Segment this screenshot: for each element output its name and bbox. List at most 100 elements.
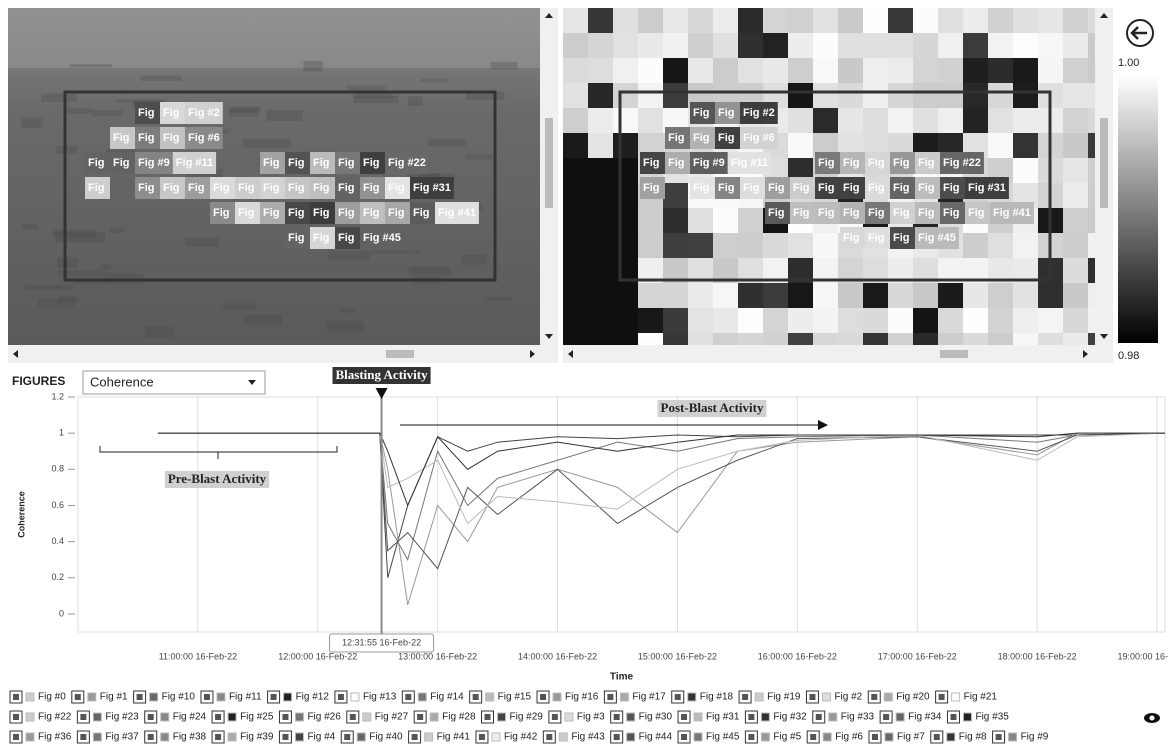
legend-label: Fig #34 (908, 712, 942, 723)
legend-swatch (150, 693, 158, 701)
heat-cell (588, 8, 613, 33)
figure-label: Fig #31 (413, 182, 451, 194)
figure-label: Fig (793, 182, 810, 194)
heat-cell (938, 308, 963, 333)
figure-label: Fig (263, 157, 280, 169)
legend-label: Fig #43 (571, 732, 605, 743)
photo-texture (185, 238, 218, 247)
figure-label: Fig (363, 157, 380, 169)
legend-swatch (26, 733, 34, 741)
heat-cell (1063, 133, 1088, 158)
photo-texture (145, 327, 174, 338)
photo-top (8, 8, 540, 68)
heat-cell (1013, 33, 1038, 58)
heat-cell (638, 233, 663, 258)
legend-label: Fig #26 (307, 712, 341, 723)
legend-swatch (553, 693, 561, 701)
v-thumb[interactable] (545, 118, 553, 208)
legend-label: Fig #32 (773, 712, 807, 723)
legend-label: Fig #19 (767, 692, 801, 703)
figure-label: Fig (363, 207, 380, 219)
legend-swatch (620, 693, 628, 701)
heat-cell (613, 308, 638, 333)
visibility-toggle[interactable] (1144, 713, 1160, 723)
legend-label: Fig #14 (430, 692, 464, 703)
photo-texture (41, 94, 76, 102)
figure-label: Fig (138, 132, 155, 144)
legend-label: Fig #39 (240, 732, 274, 743)
heat-cell (638, 8, 663, 33)
legend-swatch (761, 713, 769, 721)
heat-cell (813, 58, 838, 83)
figure-label: Fig (163, 182, 180, 194)
heat-cell (913, 283, 938, 308)
photo-texture (428, 139, 466, 146)
legend-check (282, 734, 288, 740)
legend-label: Fig #38 (173, 732, 207, 743)
photo-texture (243, 139, 291, 148)
heat-cell (563, 108, 588, 133)
legend-label: Fig #3 (577, 712, 605, 723)
colorbar-min: 0.98 (1118, 350, 1139, 362)
legend-check (417, 714, 423, 720)
legend-label: Fig #23 (105, 712, 139, 723)
heat-cell (738, 283, 763, 308)
figure-label: Fig (893, 182, 910, 194)
heat-cell (588, 58, 613, 83)
legend-check (546, 734, 552, 740)
heat-cell (963, 33, 988, 58)
heat-cell (938, 33, 963, 58)
legend-label: Fig #33 (841, 712, 875, 723)
legend-label: Fig #28 (442, 712, 476, 723)
heat-cell (788, 283, 813, 308)
legend-label: Fig #16 (565, 692, 599, 703)
legend-label: Fig #5 (773, 732, 801, 743)
legend-check (939, 694, 945, 700)
heat-cell (738, 58, 763, 83)
h-scrollbar[interactable] (8, 345, 558, 363)
heat-cell (588, 308, 613, 333)
legend-label: Fig #42 (504, 732, 538, 743)
heat-cell (613, 208, 638, 233)
heat-cell (888, 83, 913, 108)
legend-label: Fig #44 (639, 732, 673, 743)
figure-label: Fig (238, 182, 255, 194)
heat-cell (938, 83, 963, 108)
heat-cell (1038, 8, 1063, 33)
legend-swatch (161, 713, 169, 721)
heat-cell (563, 58, 588, 83)
photo-texture (22, 224, 38, 229)
legend-label: Fig #37 (105, 732, 139, 743)
cursor-label: 12:31:55 16-Feb-22 (342, 637, 421, 647)
heat-cell (613, 8, 638, 33)
photo-texture (57, 258, 78, 268)
legend-swatch (26, 713, 34, 721)
figure-label: Fig (88, 182, 105, 194)
h-thumb[interactable] (386, 350, 414, 358)
h-scrollbar[interactable] (563, 345, 1113, 363)
heat-cell (1063, 58, 1088, 83)
legend-swatch (93, 713, 101, 721)
heat-cell (1063, 158, 1088, 183)
heat-cell (913, 8, 938, 33)
figure-label: Fig (943, 207, 960, 219)
figure-label: Fig (718, 107, 735, 119)
heat-cell (863, 58, 888, 83)
h-thumb[interactable] (940, 350, 968, 358)
x-tick-label: 14:00:00 16-Feb-22 (518, 651, 597, 661)
heat-cell (763, 283, 788, 308)
heat-cell (838, 33, 863, 58)
heat-cell (988, 8, 1013, 33)
legend-check (872, 734, 878, 740)
heat-cell (963, 83, 988, 108)
legend-swatch (885, 733, 893, 741)
photo-texture (408, 96, 423, 106)
v-thumb[interactable] (1100, 118, 1108, 208)
legend-swatch (357, 733, 365, 741)
figure-label: Fig (893, 232, 910, 244)
heat-cell (738, 33, 763, 58)
legend-swatch (295, 733, 303, 741)
heat-cell (888, 308, 913, 333)
figure-label: Fig (718, 182, 735, 194)
legend-check (282, 714, 288, 720)
